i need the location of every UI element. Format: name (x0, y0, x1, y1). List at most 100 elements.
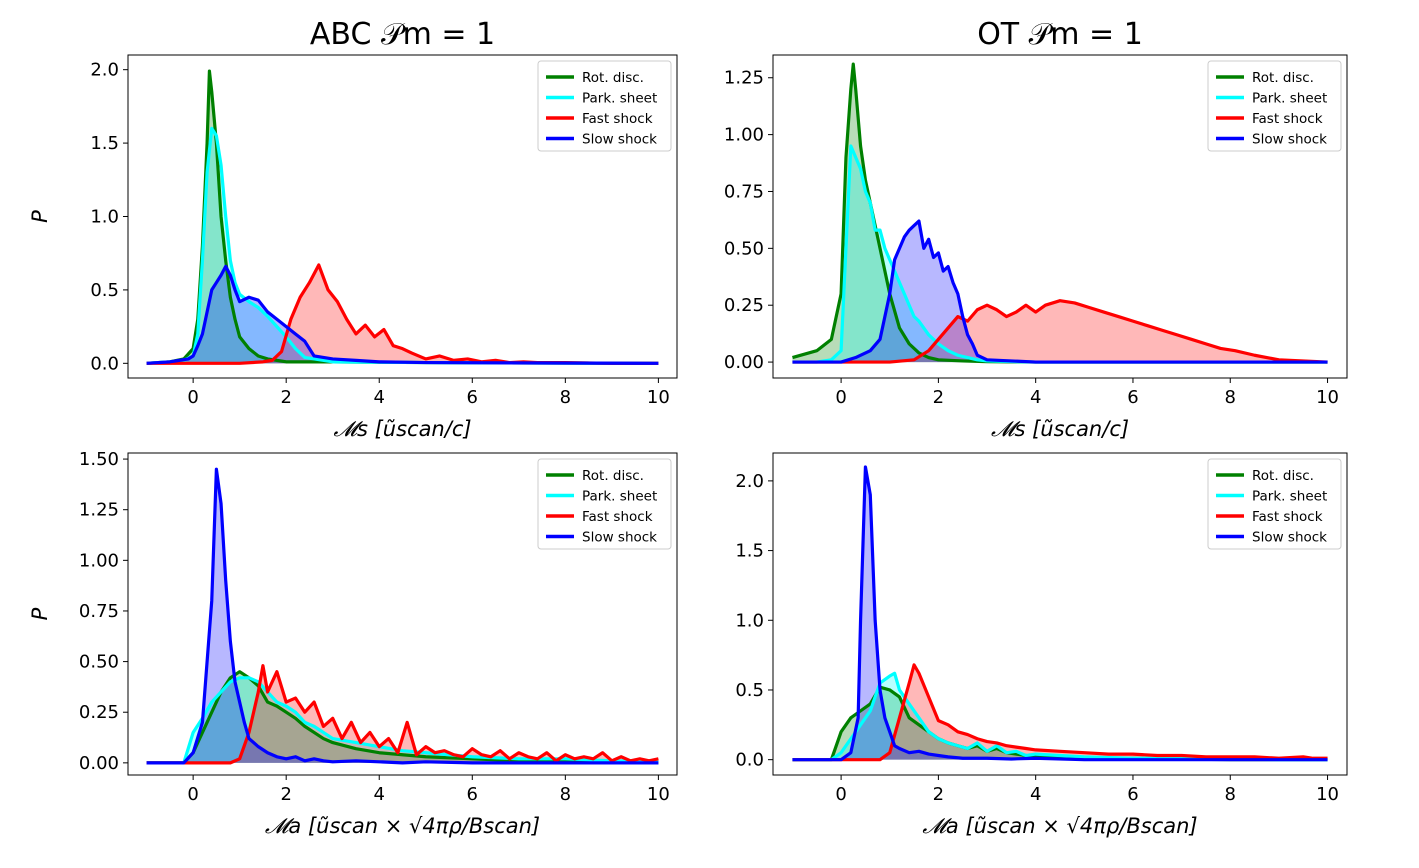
legend-label: Rot. disc. (582, 468, 644, 484)
legend-label: Fast shock (1252, 509, 1323, 525)
line-slow-shock (146, 467, 659, 765)
legend: Rot. disc. Park. sheet Fast shock Slow shoc… (1207, 60, 1342, 152)
plot-area (146, 467, 659, 765)
plot-area (792, 465, 1328, 762)
x-tick-label: 6 (1127, 387, 1138, 408)
line-slow-shock (792, 219, 1328, 364)
x-tick-label: 0 (835, 387, 846, 408)
legend-label: Rot. disc. (582, 70, 644, 86)
y-tick-label: 0.25 (79, 702, 119, 723)
y-tick-label: 1.25 (724, 68, 764, 89)
legend-label: Fast shock (582, 509, 653, 525)
legend-label: Slow shock (1252, 132, 1327, 148)
x-tick-label: 10 (647, 784, 670, 805)
x-tick-label: 2 (280, 387, 291, 408)
x-axis-label: 𝓜a [ũscan × √4πρ/Bscan] (265, 814, 540, 838)
area-park-sheet (792, 145, 1328, 363)
line-fast-shock (792, 663, 1328, 762)
axes-frame (127, 452, 678, 776)
panel-abc-ms: 0 2 4 6 8 10 0.0 0.5 1.0 1.5 2.0 ABC 𝒫m = 1 𝓜s [ũsca… (28, 17, 678, 441)
y-tick-label: 0.75 (79, 601, 119, 622)
legend-label: Park. sheet (1252, 489, 1327, 505)
legend-box (537, 60, 672, 152)
legend: Rot. disc. Park. sheet Fast shock Slow shoc… (1207, 458, 1342, 550)
x-tick-label: 2 (933, 784, 944, 805)
x-tick-label: 4 (1030, 387, 1041, 408)
x-axis-label: 𝓜s [ũscan/c] (991, 417, 1129, 441)
line-slow-shock (792, 465, 1328, 762)
legend-label: Fast shock (582, 111, 653, 127)
x-tick-label: 4 (374, 387, 385, 408)
legend-label: Slow shock (582, 530, 657, 546)
x-tick-label: 10 (1316, 387, 1339, 408)
x-tick-label: 6 (467, 387, 478, 408)
line-fast-shock (792, 299, 1328, 364)
legend-label: Park. sheet (582, 489, 657, 505)
line-park-sheet (792, 144, 1328, 364)
y-axis-label: P (28, 607, 52, 620)
legend-label: Slow shock (1252, 530, 1327, 546)
y-tick-label: 0.0 (735, 750, 764, 771)
x-tick-label: 10 (1316, 784, 1339, 805)
y-tick-label: 2.0 (735, 471, 764, 492)
legend-label: Park. sheet (1252, 91, 1327, 107)
y-tick-label: 1.0 (90, 207, 119, 228)
y-tick-label: 1.25 (79, 500, 119, 521)
x-axis-label: 𝓜s [ũscan/c] (333, 417, 471, 441)
y-tick-label: 0.5 (90, 280, 119, 301)
area-rot-disc (792, 64, 1328, 363)
legend-label: Park. sheet (582, 91, 657, 107)
y-tick-label: 1.00 (79, 550, 119, 571)
y-tick-label: 1.5 (735, 541, 764, 562)
x-tick-label: 0 (835, 784, 846, 805)
legend-box (1207, 458, 1342, 550)
panel-title: OT 𝒫m = 1 (977, 17, 1143, 52)
legend-label: Fast shock (1252, 111, 1323, 127)
y-tick-label: 2.0 (90, 60, 119, 81)
panel-ot-ma: 0 2 4 6 8 10 0.0 0.5 1.0 1.5 2.0 𝓜a [ũscan × √4πρ/B… (735, 452, 1348, 838)
x-tick-label: 8 (560, 387, 571, 408)
legend: Rot. disc. Park. sheet Fast shock Slow shoc… (537, 60, 672, 152)
panel-title: ABC 𝒫m = 1 (310, 17, 495, 52)
area-slow-shock (146, 266, 659, 364)
legend-box (537, 458, 672, 550)
plot-area (146, 69, 659, 365)
legend-label: Slow shock (582, 132, 657, 148)
line-rot-disc (792, 62, 1328, 364)
y-tick-label: 0.5 (735, 680, 764, 701)
x-tick-label: 6 (1127, 784, 1138, 805)
y-axis-label: P (28, 210, 52, 223)
axes-frame (772, 54, 1348, 379)
y-tick-label: 1.5 (90, 133, 119, 154)
line-slow-shock (146, 264, 659, 365)
line-park-sheet (146, 126, 659, 365)
line-rot-disc (146, 69, 659, 365)
y-tick-label: 0.00 (724, 352, 764, 373)
area-slow-shock (792, 221, 1328, 363)
area-park-sheet (146, 677, 659, 763)
y-tick-label: 1.0 (735, 610, 764, 631)
legend-label: Rot. disc. (1252, 468, 1314, 484)
x-tick-label: 8 (1225, 387, 1236, 408)
line-fast-shock (146, 664, 659, 765)
area-rot-disc (792, 687, 1328, 760)
x-axis-label: 𝓜a [ũscan × √4πρ/Bscan] (922, 814, 1197, 838)
legend: Rot. disc. Park. sheet Fast shock Slow shoc… (537, 458, 672, 550)
x-tick-label: 4 (1030, 784, 1041, 805)
x-tick-label: 4 (374, 784, 385, 805)
panel-abc-ma: 0 2 4 6 8 10 0.00 0.25 0.50 0.75 1.00 1.25 1.50 𝓜a [ũ… (28, 449, 678, 838)
axes-frame (772, 452, 1348, 776)
x-tick-label: 2 (933, 387, 944, 408)
x-tick-label: 0 (187, 784, 198, 805)
y-tick-label: 0.50 (79, 652, 119, 673)
x-tick-label: 6 (467, 784, 478, 805)
x-tick-label: 8 (1225, 784, 1236, 805)
y-tick-label: 0.0 (90, 353, 119, 374)
area-rot-disc (146, 671, 659, 763)
plot-area (792, 62, 1328, 364)
y-tick-label: 0.75 (724, 181, 764, 202)
area-fast-shock (792, 664, 1328, 760)
x-tick-label: 0 (187, 387, 198, 408)
x-tick-label: 8 (560, 784, 571, 805)
